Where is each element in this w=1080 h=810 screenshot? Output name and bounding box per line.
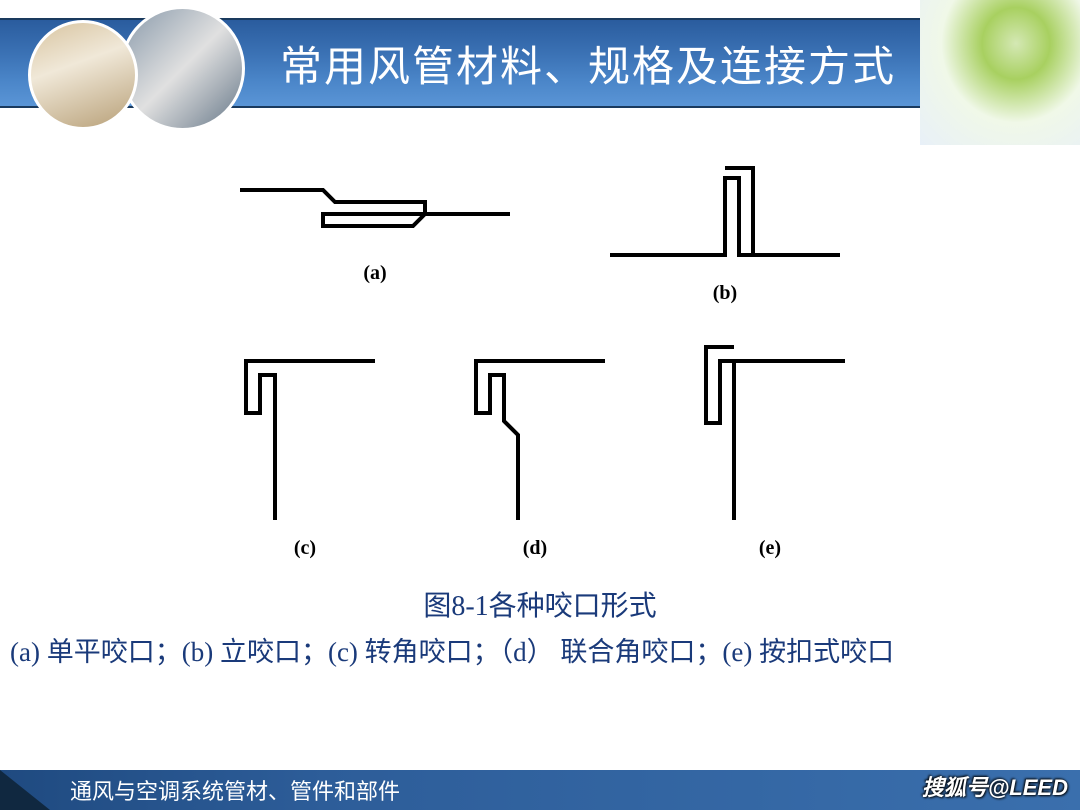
figure-caption: 图8-1各种咬口形式 (a) 单平咬口；(b) 立咬口；(c) 转角咬口；（d）… [0, 584, 1080, 669]
diagram-d-label: (d) [523, 537, 547, 560]
diagram-e: (e) [690, 335, 850, 560]
footer-accent [0, 770, 50, 810]
decor-circle-back [120, 6, 245, 131]
footer-band: 通风与空调系统管材、管件和部件 [0, 770, 1080, 810]
watermark: 搜狐号@LEED [922, 770, 1068, 802]
diagram-d: (d) [460, 335, 610, 560]
diagram-c: (c) [230, 335, 380, 560]
decor-corner-image [920, 0, 1080, 145]
footer-text: 通风与空调系统管材、管件和部件 [70, 774, 400, 806]
diagrams-row-1: (a) (b) [0, 160, 1080, 305]
caption-title: 图8-1各种咬口形式 [0, 584, 1080, 624]
diagram-b-label: (b) [713, 282, 737, 305]
decor-circle-front [28, 20, 138, 130]
diagram-b: (b) [605, 160, 845, 305]
slide-title: 常用风管材料、规格及连接方式 [280, 33, 896, 94]
diagrams-row-2: (c) (d) (e) [0, 335, 1080, 560]
diagram-e-label: (e) [759, 537, 781, 560]
content-area: (a) (b) (c) [0, 150, 1080, 760]
caption-legend: (a) 单平咬口；(b) 立咬口；(c) 转角咬口；（d） 联合角咬口；(e) … [0, 630, 1080, 669]
diagram-a: (a) [235, 160, 515, 305]
diagram-a-label: (a) [363, 262, 386, 285]
diagram-c-label: (c) [294, 537, 316, 560]
